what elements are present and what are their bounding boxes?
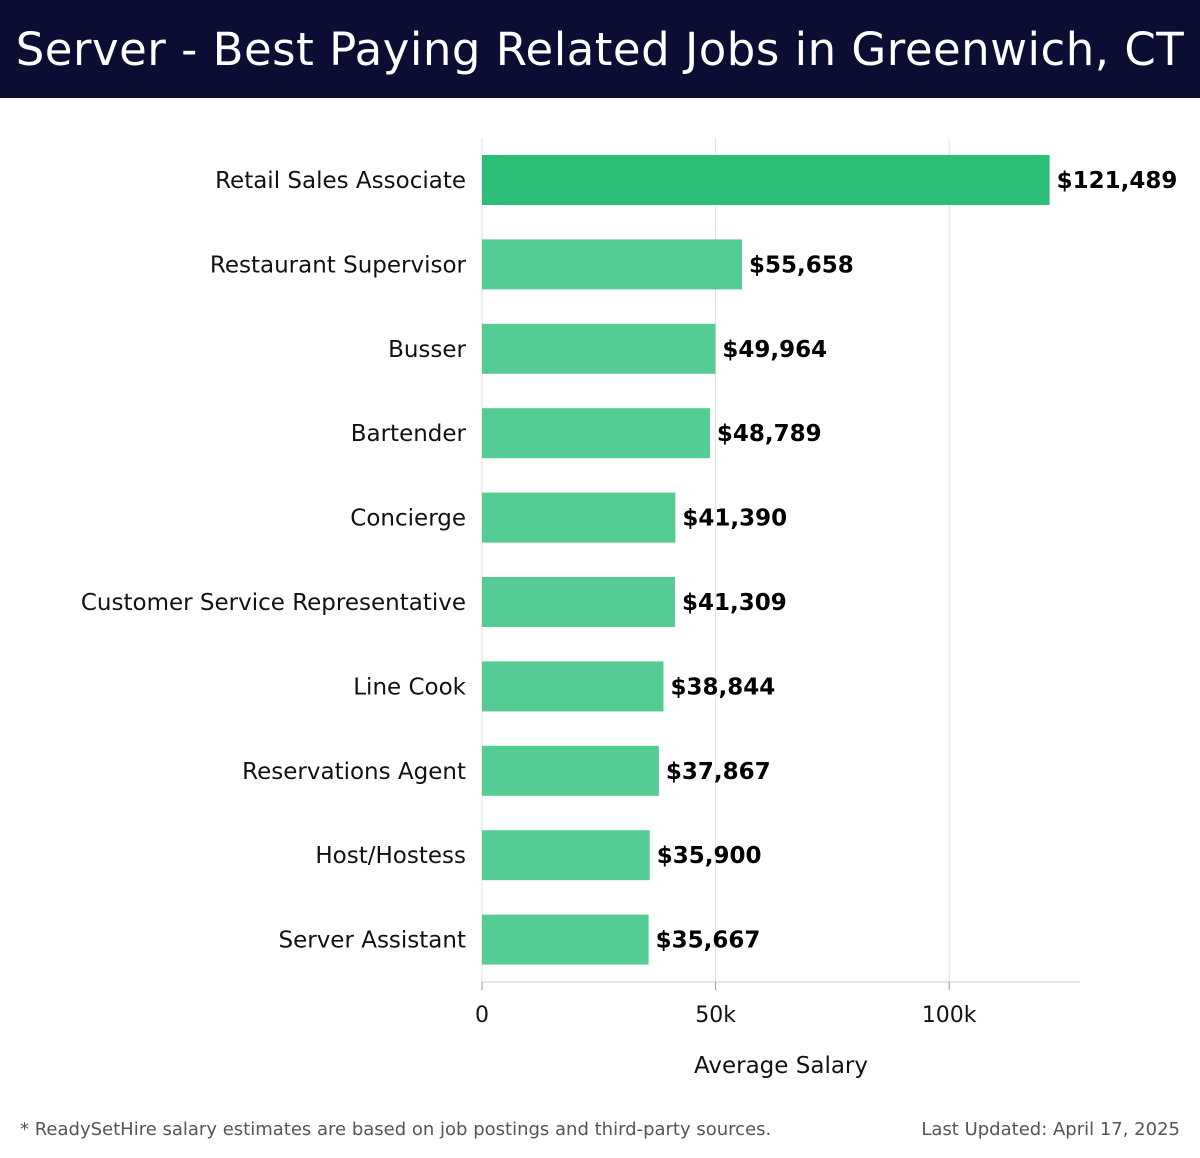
x-axis-title: Average Salary xyxy=(694,1053,868,1079)
bar xyxy=(482,577,675,627)
value-label: $48,789 xyxy=(717,421,822,447)
bar xyxy=(482,239,743,290)
category-label: Host/Hostess xyxy=(315,843,466,869)
category-label: Customer Service Representative xyxy=(81,590,466,616)
category-label: Concierge xyxy=(350,506,466,532)
value-labels: $121,489 $55,658 $49,964 $48,789 $41,390 $41,… xyxy=(656,168,1178,954)
value-label: $121,489 xyxy=(1057,168,1178,194)
bar xyxy=(482,492,676,543)
chart-title: Server - Best Paying Related Jobs in Gre… xyxy=(15,22,1185,76)
footer-note: * ReadySetHire salary estimates are base… xyxy=(20,1119,772,1140)
last-updated: Last Updated: April 17, 2025 xyxy=(921,1119,1180,1140)
value-label: $41,390 xyxy=(682,506,787,532)
category-label: Busser xyxy=(388,337,466,363)
bar xyxy=(482,661,664,712)
x-tick-label: 100k xyxy=(922,1003,977,1028)
value-label: $41,309 xyxy=(682,590,787,616)
value-label: $55,658 xyxy=(749,252,854,278)
value-label: $35,900 xyxy=(657,843,762,869)
category-label: Server Assistant xyxy=(278,928,466,954)
value-label: $35,667 xyxy=(656,928,761,954)
x-tick-label: 50k xyxy=(695,1003,736,1028)
category-label: Retail Sales Associate xyxy=(215,168,466,194)
chart-header: Server - Best Paying Related Jobs in Gre… xyxy=(0,0,1200,98)
bar xyxy=(482,830,650,881)
x-axis-ticks: 0 50k 100k xyxy=(475,982,977,1028)
bar xyxy=(482,408,710,459)
value-label: $37,867 xyxy=(666,759,771,785)
bar xyxy=(482,745,659,796)
value-label: $49,964 xyxy=(722,337,827,363)
value-label: $38,844 xyxy=(670,674,775,700)
bar xyxy=(482,155,1050,205)
bars xyxy=(482,155,1050,965)
category-label: Reservations Agent xyxy=(242,759,466,785)
x-tick-label: 0 xyxy=(475,1003,489,1028)
category-label: Bartender xyxy=(351,421,467,447)
category-label: Restaurant Supervisor xyxy=(210,252,467,278)
category-labels: Retail Sales Associate Restaurant Supervi… xyxy=(81,168,467,954)
bar xyxy=(482,914,649,965)
bar xyxy=(482,323,716,374)
bar-chart: Retail Sales Associate Restaurant Supervi… xyxy=(81,138,1178,1079)
category-label: Line Cook xyxy=(353,674,466,700)
